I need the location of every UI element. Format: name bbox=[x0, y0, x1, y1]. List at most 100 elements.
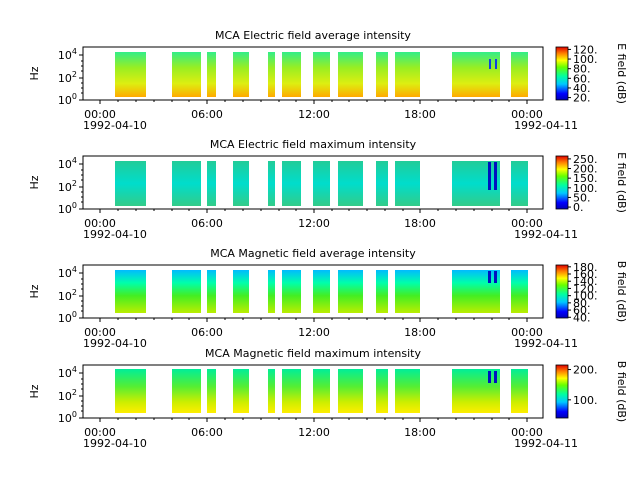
spectrogram-block bbox=[282, 161, 301, 206]
panel-4: MCA Magnetic field maximum intensity Hz 10… bbox=[28, 347, 628, 450]
y-tick-label: 102 bbox=[58, 70, 77, 85]
spectrogram-block bbox=[376, 369, 388, 413]
spectrogram-block bbox=[233, 161, 249, 206]
y-axis-label: Hz bbox=[28, 175, 41, 189]
y-tick-label: 100 bbox=[58, 310, 77, 325]
spectrogram-block bbox=[376, 161, 388, 206]
x-date-end: 1992-04-11 bbox=[514, 437, 578, 450]
plot-frame bbox=[82, 364, 544, 419]
y-axis-label: Hz bbox=[28, 284, 41, 298]
x-tick-label: 18:00 bbox=[404, 108, 436, 121]
spectrogram-block bbox=[115, 161, 146, 206]
colorbar-tick-label: 250. bbox=[573, 153, 598, 166]
spectrogram-streak bbox=[494, 162, 497, 190]
x-tick-label: 18:00 bbox=[404, 426, 436, 439]
colorbar-tick-label: 40. bbox=[573, 82, 591, 95]
spectrogram-block bbox=[268, 161, 275, 206]
spectrogram-block bbox=[207, 369, 216, 413]
colorbar-tick-label: 60. bbox=[573, 304, 591, 317]
y-axis-label: Hz bbox=[28, 66, 41, 80]
colorbar-label: E field (dB) bbox=[615, 43, 628, 104]
colorbar bbox=[555, 264, 569, 319]
spectrogram-block bbox=[172, 369, 201, 413]
spectrogram-block bbox=[452, 52, 500, 97]
colorbar-tick-label: 140. bbox=[573, 275, 598, 288]
x-tick-label: 00:00 bbox=[84, 326, 116, 339]
spectrogram-streak bbox=[489, 59, 491, 69]
panel-3: MCA Magnetic field average intensity Hz 10… bbox=[28, 247, 628, 350]
panel-title: MCA Magnetic field average intensity bbox=[210, 247, 416, 260]
spectrogram-block bbox=[233, 369, 249, 413]
spectrogram-streak bbox=[488, 162, 491, 190]
spectrogram-block bbox=[395, 369, 420, 413]
plot-frame bbox=[82, 46, 544, 101]
spectrogram-block bbox=[268, 369, 275, 413]
colorbar-label: B field (dB) bbox=[615, 261, 628, 322]
spectrogram-block bbox=[338, 52, 363, 97]
spectrogram-streak bbox=[494, 271, 497, 283]
spectrogram-block bbox=[395, 161, 420, 206]
x-date-end: 1992-04-11 bbox=[514, 228, 578, 241]
spectrogram-streak bbox=[488, 271, 491, 283]
x-date-start: 1992-04-10 bbox=[83, 119, 147, 132]
panel-title: MCA Electric field average intensity bbox=[215, 29, 411, 42]
x-tick-label: 00:00 bbox=[511, 108, 543, 121]
x-tick-label: 18:00 bbox=[404, 326, 436, 339]
spectrogram-streak bbox=[495, 59, 497, 69]
spectrogram-streak bbox=[494, 371, 497, 383]
colorbar-tick-label: 40. bbox=[573, 311, 591, 324]
y-tick-label: 100 bbox=[58, 410, 77, 425]
x-date-start: 1992-04-10 bbox=[83, 437, 147, 450]
spectrogram-block bbox=[268, 52, 275, 97]
spectrogram-block bbox=[268, 270, 275, 313]
spectrogram-block bbox=[511, 161, 528, 206]
colorbar-tick-label: 120. bbox=[573, 282, 598, 295]
colorbar-tick-label: 80. bbox=[573, 297, 591, 310]
x-tick-label: 12:00 bbox=[298, 108, 330, 121]
x-tick-label: 06:00 bbox=[191, 217, 223, 230]
x-tick-label: 00:00 bbox=[511, 326, 543, 339]
x-date-start: 1992-04-10 bbox=[83, 228, 147, 241]
x-tick-label: 12:00 bbox=[298, 426, 330, 439]
y-tick-label: 104 bbox=[58, 47, 77, 62]
spectrogram-block bbox=[313, 270, 330, 313]
spectrogram-block bbox=[207, 52, 216, 97]
spectrogram-block bbox=[282, 52, 301, 97]
colorbar-tick-label: 200. bbox=[573, 163, 598, 176]
spectrogram-block bbox=[115, 369, 146, 413]
spectrogram-block bbox=[338, 161, 363, 206]
spectrogram-block bbox=[376, 52, 388, 97]
panel-1: MCA Electric field average intensity Hz 10… bbox=[28, 29, 628, 132]
spectrogram-block bbox=[207, 161, 216, 206]
colorbar bbox=[555, 155, 569, 210]
y-axis-label: Hz bbox=[28, 384, 41, 398]
colorbar-tick-label: 150. bbox=[573, 172, 598, 185]
spectrogram-block bbox=[338, 270, 363, 313]
spectrogram-block bbox=[376, 270, 388, 313]
x-tick-label: 00:00 bbox=[511, 217, 543, 230]
y-tick-label: 100 bbox=[58, 201, 77, 216]
colorbar-tick-label: 100. bbox=[573, 394, 598, 407]
spectrogram-block bbox=[313, 161, 330, 206]
plot-frame bbox=[82, 264, 544, 319]
spectrogram-block bbox=[313, 369, 330, 413]
y-tick-label: 102 bbox=[58, 179, 77, 194]
plot-frame bbox=[82, 155, 544, 210]
y-tick-label: 102 bbox=[58, 388, 77, 403]
spectrogram-block bbox=[452, 270, 500, 313]
colorbar-tick-label: 100. bbox=[573, 53, 598, 66]
spectrogram-block bbox=[511, 270, 528, 313]
x-tick-label: 00:00 bbox=[84, 426, 116, 439]
spectrogram-block bbox=[172, 52, 201, 97]
x-tick-label: 00:00 bbox=[84, 108, 116, 121]
spectrogram-block bbox=[452, 369, 500, 413]
colorbar bbox=[555, 46, 569, 101]
colorbar bbox=[555, 364, 569, 419]
colorbar-tick-label: 20. bbox=[573, 92, 591, 105]
x-tick-label: 06:00 bbox=[191, 426, 223, 439]
spectrogram-block bbox=[115, 52, 146, 97]
spectrogram-block bbox=[233, 52, 249, 97]
y-tick-label: 104 bbox=[58, 365, 77, 380]
panel-title: MCA Magnetic field maximum intensity bbox=[205, 347, 421, 360]
